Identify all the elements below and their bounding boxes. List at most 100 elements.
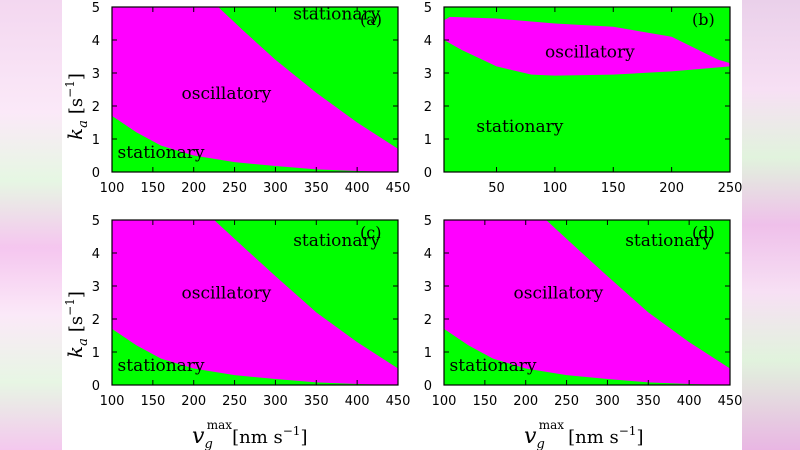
region-label-stationary-d: stationary <box>625 231 712 251</box>
ylabel-top: ka [s−1] <box>63 73 91 140</box>
ytick-label-c: 1 <box>92 346 100 361</box>
xlabel-right-symbol: v <box>524 424 537 449</box>
xlabel-right-sup: max <box>539 418 565 432</box>
plot-frame-a <box>111 6 399 173</box>
xlabel-left: vg max[nm s−1] <box>192 418 307 450</box>
ytick-label-c: 0 <box>92 379 100 394</box>
region-label-stationary-b: stationary <box>476 117 563 137</box>
xtick-label-d: 250 <box>554 394 579 409</box>
panel-label-d: (d) <box>692 223 715 242</box>
left-border-decoration <box>0 0 62 450</box>
xtick-label-b: 150 <box>601 181 626 196</box>
region-label-oscillatory-d: oscillatory <box>514 284 604 304</box>
phase-diagram-figure: ka[s−1] ka[s−1] vgmax[nm s−1] vgmax[nm s… <box>63 1 742 450</box>
ylabel-top-exp: −1 <box>63 80 77 98</box>
ytick-label-a: 3 <box>92 67 100 82</box>
ytick-label-a: 4 <box>92 34 100 49</box>
plot-frame-d <box>443 219 731 386</box>
xtick-label-b: 250 <box>718 181 742 196</box>
panel-label-c: (c) <box>360 223 381 242</box>
ytick-label-b: 0 <box>424 166 432 181</box>
ytick-label-b: 4 <box>424 34 432 49</box>
xlabel-right: vg max[nm s−1] <box>524 418 643 450</box>
ytick-label-d: 2 <box>424 313 432 328</box>
panel-b: 50 100 150 200 250 0 1 2 3 4 5 oscillatory stationar… <box>424 1 742 196</box>
xtick-label-a: 200 <box>181 181 206 196</box>
xtick-label-c: 100 <box>100 394 125 409</box>
xtick-label-a: 150 <box>140 181 165 196</box>
xtick-label-d: 350 <box>636 394 661 409</box>
region-label-stationary-a: stationary <box>293 5 380 25</box>
ylabel-top-sub: a <box>76 120 91 128</box>
oscillatory-region-b <box>444 16 730 76</box>
ytick-label-a: 0 <box>92 166 100 181</box>
ylabel-bottom-sub: a <box>76 338 91 346</box>
region-label-stationary-d: stationary <box>450 356 537 376</box>
region-label-oscillatory-b: oscillatory <box>545 43 635 63</box>
figure-canvas: ka[s−1] ka[s−1] vgmax[nm s−1] vgmax[nm s… <box>62 0 742 450</box>
ytick-label-d: 0 <box>424 379 432 394</box>
ylabel-bottom-unit: [s <box>66 316 87 332</box>
xtick-label-c: 450 <box>386 394 411 409</box>
xlabel-left-sub: g <box>204 437 212 450</box>
ytick-label-a: 5 <box>92 1 100 16</box>
xtick-label-a: 250 <box>222 181 247 196</box>
xlabel-right-sub: g <box>536 437 544 450</box>
region-label-oscillatory-c: oscillatory <box>182 284 272 304</box>
xtick-label-c: 400 <box>345 394 370 409</box>
right-border-decoration <box>742 0 800 450</box>
ytick-label-b: 1 <box>424 133 432 148</box>
xtick-label-a: 400 <box>345 181 370 196</box>
xtick-label-d: 300 <box>595 394 620 409</box>
xtick-label-d: 200 <box>513 394 538 409</box>
plot-frame-b <box>443 6 731 173</box>
xtick-label-c: 200 <box>181 394 206 409</box>
ytick-label-c: 5 <box>92 214 100 229</box>
panel-label-b: (b) <box>692 10 715 29</box>
xtick-label-d: 150 <box>472 394 497 409</box>
region-label-stationary-c: stationary <box>118 356 205 376</box>
ytick-label-d: 3 <box>424 280 432 295</box>
panel-d: 100 150 200 250 300 350 400 450 0 1 2 3 4 5 stationary… <box>424 214 742 409</box>
xtick-label-c: 300 <box>263 394 288 409</box>
xlabel-left-exp: −1 <box>283 424 301 438</box>
ytick-label-a: 2 <box>92 100 100 115</box>
ytick-label-d: 5 <box>424 214 432 229</box>
xtick-label-a: 300 <box>263 181 288 196</box>
panel-c: 100 150 200 250 300 350 400 450 0 1 2 3 4 5 stationary… <box>92 214 411 409</box>
xtick-label-d: 400 <box>677 394 702 409</box>
ytick-label-b: 3 <box>424 67 432 82</box>
ylabel-bottom-close: ] <box>66 291 87 298</box>
xtick-label-b: 200 <box>659 181 684 196</box>
ytick-label-d: 4 <box>424 247 432 262</box>
xlabel-right-unit: [nm s <box>568 427 619 448</box>
oscillatory-region-a <box>112 7 398 172</box>
region-label-stationary-a: stationary <box>118 143 205 163</box>
xtick-label-a: 100 <box>100 181 125 196</box>
xlabel-right-close: ] <box>636 427 643 448</box>
ylabel-bottom: ka [s−1] <box>63 291 91 358</box>
xtick-label-a: 350 <box>304 181 329 196</box>
ylabel-bottom-symbol: k <box>63 346 87 358</box>
ylabel-top-unit: [s <box>66 98 87 114</box>
panel-a: 100 150 200 250 300 350 400 450 0 1 2 3 4 5 stationary… <box>92 1 411 196</box>
region-label-stationary-c: stationary <box>293 231 380 251</box>
plot-frame-c <box>111 219 399 386</box>
xtick-label-c: 250 <box>222 394 247 409</box>
ytick-label-d: 1 <box>424 346 432 361</box>
ylabel-top-close: ] <box>66 73 87 80</box>
xtick-label-c: 150 <box>140 394 165 409</box>
oscillatory-region-d <box>444 220 730 385</box>
ylabel-top-symbol: k <box>63 128 87 140</box>
xlabel-left-sup: max <box>207 418 233 432</box>
xtick-label-a: 450 <box>386 181 411 196</box>
ytick-label-b: 2 <box>424 100 432 115</box>
panel-label-a: (a) <box>360 10 382 29</box>
xlabel-left-close: ] <box>300 427 307 448</box>
xtick-label-d: 450 <box>718 394 742 409</box>
ylabel-bottom-exp: −1 <box>63 298 77 316</box>
xlabel-left-unit: [nm s <box>232 427 283 448</box>
region-label-oscillatory-a: oscillatory <box>182 84 272 104</box>
ytick-label-c: 2 <box>92 313 100 328</box>
xtick-label-d: 100 <box>432 394 457 409</box>
